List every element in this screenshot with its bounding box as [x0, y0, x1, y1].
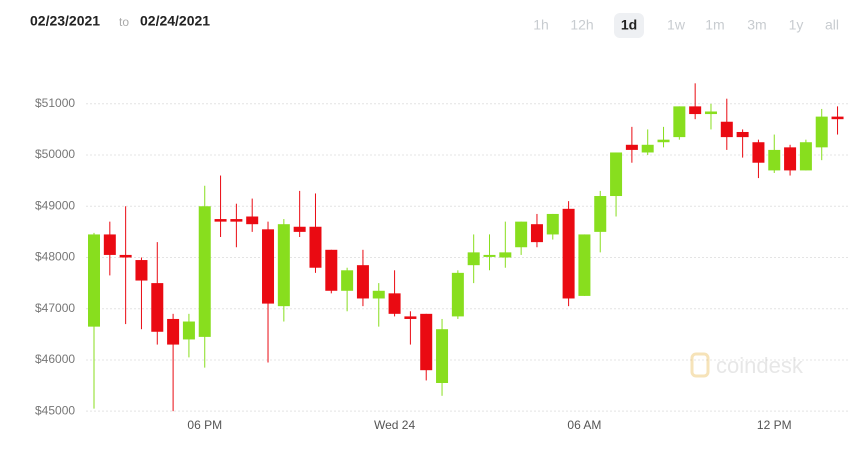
- y-tick-label: $45000: [35, 403, 75, 417]
- candle-body: [799, 142, 812, 171]
- watermark-text: coindesk: [716, 353, 804, 378]
- candle-body: [151, 283, 164, 332]
- range-button[interactable]: 12h: [570, 17, 593, 33]
- candle-body: [815, 116, 828, 148]
- candle-body: [246, 216, 259, 225]
- range-button-bg: [614, 13, 644, 38]
- candle-body: [689, 106, 702, 115]
- y-tick-label: $51000: [35, 96, 75, 110]
- candle-body: [784, 147, 797, 171]
- watermark: coindesk: [690, 352, 804, 378]
- candle-body: [594, 196, 607, 232]
- candle-body: [404, 316, 417, 319]
- range-button[interactable]: 1h: [533, 17, 549, 33]
- candle-body: [135, 260, 148, 281]
- candle-body: [119, 254, 132, 258]
- candle-body: [262, 229, 275, 304]
- date-separator: to: [119, 15, 129, 29]
- candle-body: [214, 219, 227, 222]
- candle-body: [293, 226, 306, 232]
- candle-body: [483, 254, 496, 257]
- candle-body: [831, 116, 844, 120]
- x-tick-label: Wed 24: [374, 418, 415, 432]
- candle-body: [530, 224, 543, 243]
- candle-body: [420, 313, 433, 371]
- range-button[interactable]: all: [825, 17, 839, 33]
- y-tick-label: $48000: [35, 250, 75, 264]
- candle-body: [167, 318, 180, 345]
- candle-body: [356, 265, 369, 299]
- candle-body: [198, 206, 211, 337]
- range-button[interactable]: 3m: [747, 17, 766, 33]
- watermark-logo: [690, 352, 710, 378]
- candle-body: [546, 213, 559, 235]
- y-tick-label: $49000: [35, 198, 75, 212]
- range-button[interactable]: 1y: [789, 17, 804, 33]
- y-tick-label: $47000: [35, 301, 75, 315]
- y-tick-label: $50000: [35, 147, 75, 161]
- range-button[interactable]: 1w: [667, 17, 686, 33]
- candle-body: [610, 152, 623, 197]
- candle-body: [88, 234, 100, 327]
- candle-body: [451, 272, 464, 317]
- candle-body: [499, 252, 512, 258]
- candle-body: [673, 106, 686, 138]
- candle-body: [230, 219, 243, 222]
- candle-body: [752, 142, 765, 163]
- candle-body: [467, 252, 480, 266]
- candle-body: [436, 329, 449, 383]
- candle-body: [657, 139, 670, 143]
- end-date: 02/24/2021: [140, 13, 210, 29]
- candle-body: [277, 224, 290, 307]
- candle-body: [562, 208, 575, 299]
- candle-body: [325, 249, 338, 291]
- candle-body: [182, 321, 195, 340]
- x-tick-label: 12 PM: [757, 418, 792, 432]
- candle-body: [704, 111, 717, 115]
- x-tick-label: 06 PM: [187, 418, 222, 432]
- candle-body: [641, 144, 654, 153]
- candle-body: [736, 131, 749, 138]
- candle-body: [515, 221, 528, 248]
- candle-body: [309, 226, 322, 268]
- candle-body: [625, 144, 638, 150]
- range-button[interactable]: 1d: [621, 17, 637, 33]
- candle-body: [578, 234, 591, 296]
- candle-body: [768, 149, 781, 171]
- candle-body: [103, 234, 116, 255]
- candle-body: [341, 270, 354, 291]
- candle-body: [372, 290, 385, 299]
- range-button[interactable]: 1m: [705, 17, 724, 33]
- candle-body: [720, 121, 733, 138]
- x-tick-label: 06 AM: [567, 418, 601, 432]
- candle-body: [388, 293, 401, 314]
- y-tick-label: $46000: [35, 352, 75, 366]
- start-date: 02/23/2021: [30, 13, 100, 29]
